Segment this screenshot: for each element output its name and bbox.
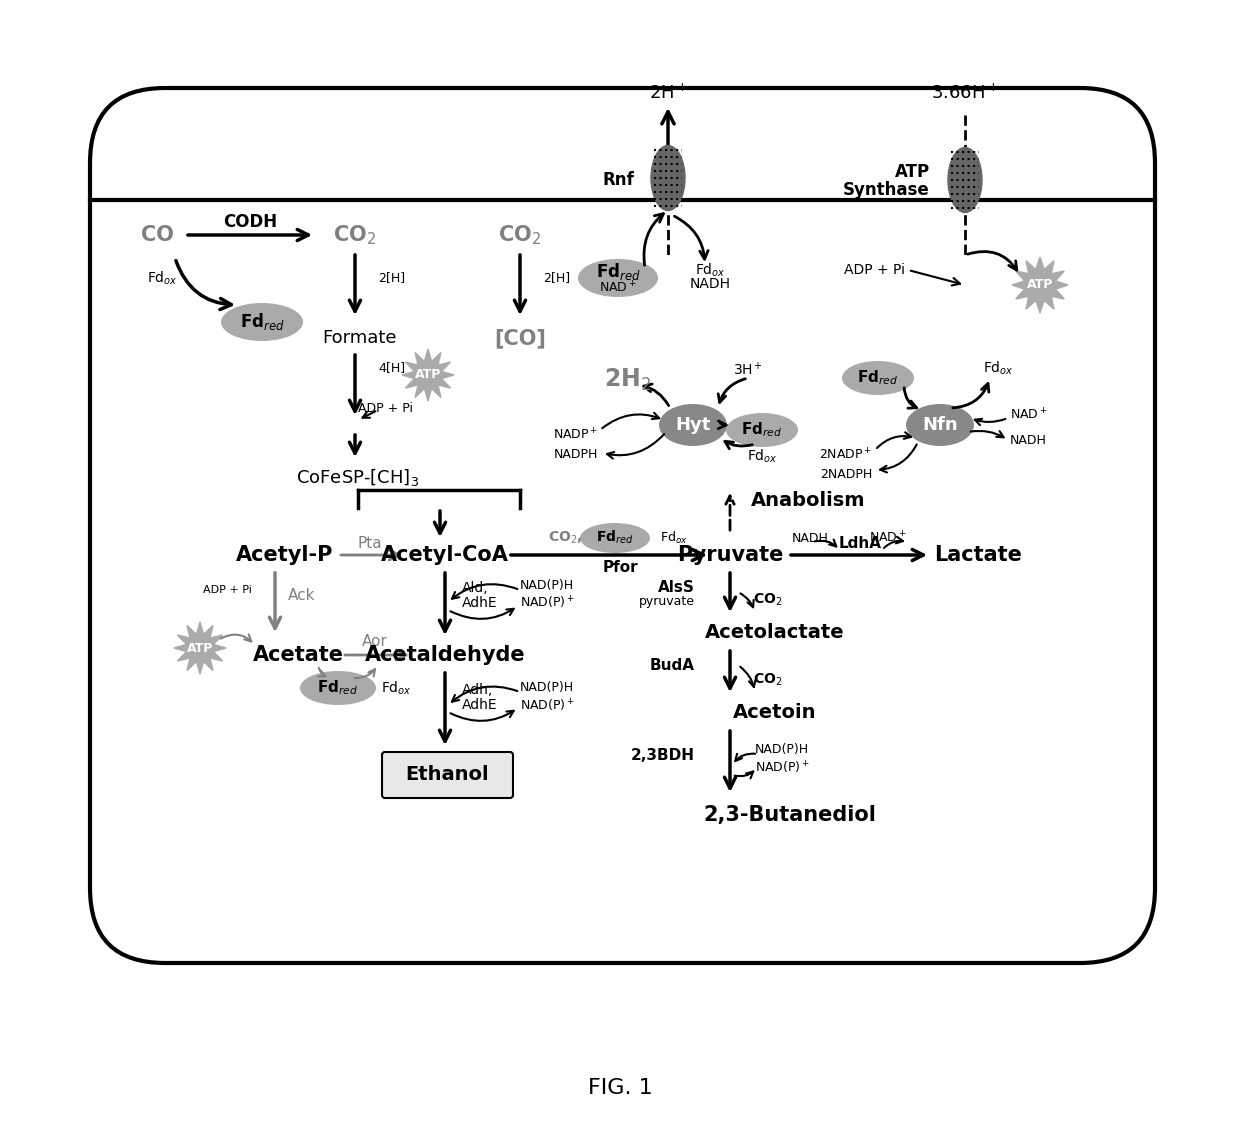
Text: NAD(P)$^+$: NAD(P)$^+$ — [755, 759, 810, 777]
Text: 2H$^+$: 2H$^+$ — [649, 83, 687, 103]
Text: NAD(P)H: NAD(P)H — [520, 579, 574, 592]
Text: Lactate: Lactate — [934, 545, 1022, 565]
Ellipse shape — [949, 147, 982, 212]
Text: CO$_2$,: CO$_2$, — [548, 530, 583, 546]
Text: ATP: ATP — [895, 163, 930, 180]
Text: CO$_2$: CO$_2$ — [754, 592, 782, 609]
Text: 2H$_2$: 2H$_2$ — [604, 367, 652, 393]
Text: Pyruvate: Pyruvate — [677, 545, 784, 565]
Text: NAD(P)H: NAD(P)H — [755, 743, 810, 756]
Text: Fd$_{red}$: Fd$_{red}$ — [595, 262, 640, 282]
Ellipse shape — [658, 404, 727, 447]
Polygon shape — [1012, 257, 1068, 313]
Text: 2NADPH: 2NADPH — [820, 468, 872, 482]
Ellipse shape — [651, 145, 684, 210]
Text: ADP + Pi: ADP + Pi — [203, 585, 252, 595]
Text: [CO]: [CO] — [494, 328, 546, 348]
Text: Nfn: Nfn — [923, 416, 957, 434]
Text: NAD(P)$^+$: NAD(P)$^+$ — [520, 698, 575, 714]
Text: Fd$_{red}$: Fd$_{red}$ — [596, 529, 634, 546]
Text: Fd$_{red}$: Fd$_{red}$ — [239, 312, 284, 332]
Text: 2[H]: 2[H] — [543, 272, 570, 284]
Text: Acetate: Acetate — [253, 645, 343, 665]
Text: Adh,: Adh, — [463, 683, 494, 697]
FancyBboxPatch shape — [91, 88, 1154, 963]
Text: ATP: ATP — [187, 642, 213, 654]
Text: Fd$_{ox}$: Fd$_{ox}$ — [146, 270, 177, 287]
Ellipse shape — [725, 413, 799, 447]
Text: CO$_2$: CO$_2$ — [498, 223, 542, 247]
Text: CODH: CODH — [223, 214, 277, 231]
Text: Synthase: Synthase — [843, 180, 930, 199]
Ellipse shape — [578, 259, 658, 297]
Text: Ack: Ack — [288, 587, 315, 603]
Text: NADH: NADH — [1011, 434, 1047, 447]
Text: NADP$^+$: NADP$^+$ — [553, 427, 598, 443]
Text: CoFeSP-[CH]$_3$: CoFeSP-[CH]$_3$ — [296, 467, 419, 489]
Text: NAD(P)H: NAD(P)H — [520, 682, 574, 694]
Text: Pfor: Pfor — [603, 561, 637, 576]
Text: CO$_2$: CO$_2$ — [334, 223, 377, 247]
Text: ATP: ATP — [415, 369, 441, 381]
Text: 2[H]: 2[H] — [378, 272, 405, 284]
Text: 3H$^+$: 3H$^+$ — [733, 361, 763, 379]
Text: Fd$_{ox}$: Fd$_{ox}$ — [746, 448, 777, 465]
Text: Hyt: Hyt — [676, 416, 711, 434]
FancyBboxPatch shape — [382, 751, 513, 798]
Text: ATP: ATP — [1027, 279, 1053, 291]
Text: Acetoin: Acetoin — [733, 702, 817, 722]
Text: 3.66H$^+$: 3.66H$^+$ — [931, 83, 998, 103]
Text: pyruvate: pyruvate — [639, 595, 694, 609]
Text: AdhE: AdhE — [463, 596, 497, 610]
Text: BudA: BudA — [650, 658, 694, 673]
Text: Formate: Formate — [322, 329, 397, 347]
Text: Fd$_{ox}$: Fd$_{ox}$ — [660, 530, 688, 546]
Text: LdhA: LdhA — [838, 536, 882, 550]
Text: Aor: Aor — [362, 635, 388, 650]
Text: CO$_2$: CO$_2$ — [754, 671, 782, 689]
Ellipse shape — [906, 404, 973, 447]
Text: NAD$^+$: NAD$^+$ — [869, 530, 906, 546]
Ellipse shape — [221, 303, 303, 341]
Text: Ald,: Ald, — [463, 581, 489, 595]
Text: Acetyl-CoA: Acetyl-CoA — [381, 545, 508, 565]
Polygon shape — [174, 622, 226, 674]
Text: 2,3BDH: 2,3BDH — [631, 748, 694, 763]
Text: Acetolactate: Acetolactate — [706, 624, 844, 643]
Text: 4[H]: 4[H] — [378, 362, 405, 375]
Text: NAD$^+$: NAD$^+$ — [1011, 408, 1048, 423]
Text: ADP + Pi: ADP + Pi — [844, 263, 905, 278]
Text: Acetaldehyde: Acetaldehyde — [365, 645, 526, 665]
Text: Ethanol: Ethanol — [405, 765, 489, 785]
Text: NAD$^+$: NAD$^+$ — [599, 280, 637, 296]
Text: Fd$_{ox}$: Fd$_{ox}$ — [694, 262, 725, 279]
Text: Fd$_{red}$: Fd$_{red}$ — [317, 678, 358, 698]
Text: Fd$_{ox}$: Fd$_{ox}$ — [381, 679, 412, 697]
Text: Fd$_{red}$: Fd$_{red}$ — [857, 369, 899, 387]
Text: NADH: NADH — [689, 278, 730, 291]
Text: Fd$_{ox}$: Fd$_{ox}$ — [982, 360, 1013, 377]
Text: AdhE: AdhE — [463, 698, 497, 711]
Text: Rnf: Rnf — [603, 171, 634, 188]
Ellipse shape — [580, 523, 650, 553]
Text: CO: CO — [140, 225, 174, 246]
Text: Acetyl-P: Acetyl-P — [237, 545, 334, 565]
Text: ADP + Pi: ADP + Pi — [357, 402, 413, 415]
Text: FIG. 1: FIG. 1 — [588, 1078, 652, 1097]
Text: NADPH: NADPH — [553, 449, 598, 461]
Text: Anabolism: Anabolism — [750, 491, 866, 509]
Polygon shape — [402, 349, 454, 401]
Text: Fd$_{red}$: Fd$_{red}$ — [742, 420, 782, 440]
Ellipse shape — [842, 361, 914, 395]
Text: 2,3-Butanediol: 2,3-Butanediol — [703, 805, 877, 825]
Ellipse shape — [300, 671, 376, 705]
Text: Pta: Pta — [357, 536, 382, 550]
Text: NADH: NADH — [791, 531, 828, 545]
Text: 2NADP$^+$: 2NADP$^+$ — [818, 448, 872, 463]
Text: AlsS: AlsS — [658, 579, 694, 595]
Text: NAD(P)$^+$: NAD(P)$^+$ — [520, 595, 575, 611]
